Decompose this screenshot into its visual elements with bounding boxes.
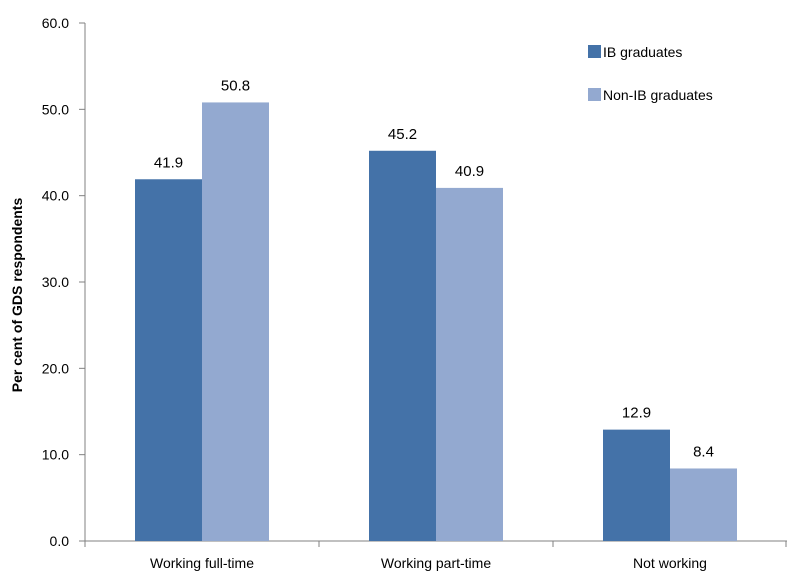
y-axis-label: Per cent of GDS respondents [9,198,25,393]
y-tick-label: 10.0 [42,447,69,463]
data-labels: 41.9 45.2 12.9 50.8 40.9 8.4 [154,77,714,460]
legend-swatch [588,88,601,101]
y-axis: 0.0 10.0 20.0 30.0 40.0 50.0 60.0 [42,15,86,549]
y-tick-label: 20.0 [42,360,69,376]
x-tick-label: Not working [633,555,707,571]
data-label: 40.9 [455,163,484,180]
bars [135,102,737,542]
data-label: 50.8 [221,77,250,94]
legend-label: IB graduates [603,44,682,60]
bar-1-series-0 [369,150,436,542]
x-axis: Working full-time Working part-time Not wo… [84,540,787,571]
x-tick-label: Working part-time [381,555,491,571]
x-tick-label: Working full-time [150,555,254,571]
data-label: 12.9 [622,405,651,422]
data-label: 8.4 [693,443,714,460]
bar-0-series-1 [202,102,269,541]
legend: IB graduates Non-IB graduates [588,44,713,103]
y-tick-label: 0.0 [50,533,70,549]
y-tick-label: 60.0 [42,15,69,31]
y-tick-label: 40.0 [42,188,69,204]
data-label: 41.9 [154,154,183,171]
y-tick-label: 50.0 [42,101,69,117]
data-label: 45.2 [388,126,417,143]
y-tick-label: 30.0 [42,274,69,290]
bar-2-series-0 [603,429,670,541]
bar-1-series-1 [436,187,503,541]
legend-label: Non-IB graduates [603,87,713,103]
bar-0-series-0 [135,179,202,541]
bar-2-series-1 [670,468,737,541]
legend-swatch [588,45,601,58]
